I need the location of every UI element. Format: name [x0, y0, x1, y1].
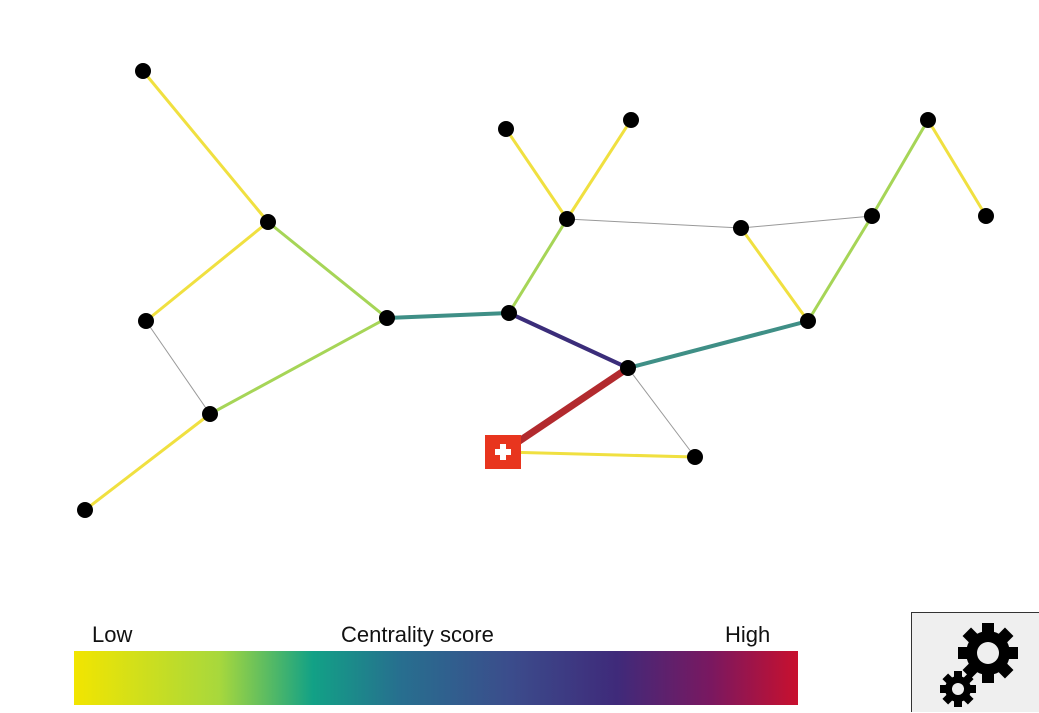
graph-edge: [141, 70, 270, 223]
graph-edge: [740, 215, 873, 229]
network-graph: [77, 63, 994, 518]
graph-edge: [565, 119, 633, 220]
graph-edge: [267, 220, 388, 320]
graph-edge: [209, 316, 388, 416]
graph-edge: [501, 365, 630, 455]
graph-node[interactable]: [135, 63, 151, 79]
graph-node[interactable]: [77, 502, 93, 518]
graph-node[interactable]: [978, 208, 994, 224]
graph-edge: [739, 227, 810, 322]
graph-edge: [806, 215, 874, 322]
graph-node[interactable]: [379, 310, 395, 326]
centrality-gradient-bar: [74, 651, 798, 705]
graph-node[interactable]: [202, 406, 218, 422]
settings-button[interactable]: [911, 612, 1039, 712]
legend-title: Centrality score: [341, 622, 494, 647]
graph-node[interactable]: [800, 313, 816, 329]
graph-node[interactable]: [501, 305, 517, 321]
graph-edge: [145, 220, 269, 323]
graph-node[interactable]: [920, 112, 936, 128]
legend-low-label: Low: [92, 622, 133, 647]
graph-edge: [507, 218, 569, 314]
graph-edge: [926, 119, 988, 217]
graph-node[interactable]: [498, 121, 514, 137]
graph-node[interactable]: [687, 449, 703, 465]
red-cross-icon[interactable]: [485, 435, 521, 469]
graph-edge: [504, 128, 569, 220]
graph-edge: [386, 311, 510, 320]
graph-node[interactable]: [864, 208, 880, 224]
graph-edge: [870, 119, 930, 217]
gears-icon: [940, 623, 1018, 707]
graph-node[interactable]: [260, 214, 276, 230]
graph-edge: [627, 367, 696, 458]
graph-node[interactable]: [733, 220, 749, 236]
graph-node[interactable]: [559, 211, 575, 227]
graph-edge: [508, 311, 629, 370]
graph-edge: [502, 450, 696, 459]
graph-edge: [145, 320, 211, 415]
legend-high-label: High: [725, 622, 771, 647]
graph-edge: [84, 412, 211, 512]
graph-node[interactable]: [623, 112, 639, 128]
graph-edge: [627, 319, 809, 370]
graph-node[interactable]: [138, 313, 154, 329]
graph-edge: [566, 218, 742, 229]
graph-node[interactable]: [620, 360, 636, 376]
